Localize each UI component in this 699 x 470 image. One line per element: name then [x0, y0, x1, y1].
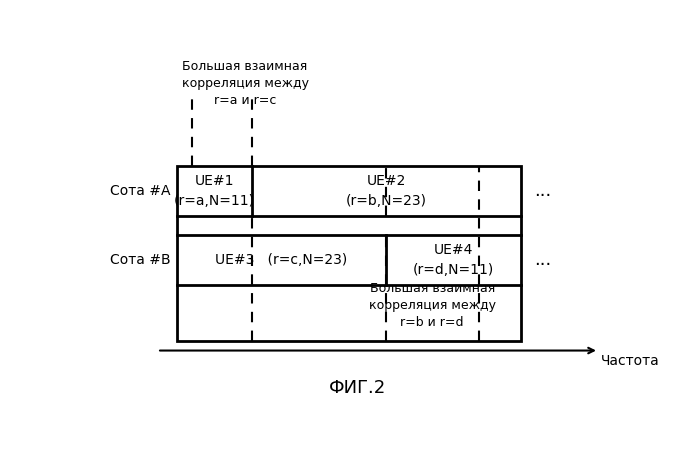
Text: UE#1
(r=a,N=11): UE#1 (r=a,N=11) — [173, 174, 254, 208]
Text: ...: ... — [535, 182, 552, 200]
Text: Частота: Частота — [600, 354, 659, 368]
Text: Большая взаимная
корреляция между
r=b и r=d: Большая взаимная корреляция между r=b и … — [369, 282, 496, 329]
Bar — [177, 166, 521, 341]
Text: ФИГ.2: ФИГ.2 — [329, 379, 387, 397]
Text: UE#3   (r=c,N=23): UE#3 (r=c,N=23) — [215, 253, 347, 267]
Text: Сота #А: Сота #А — [110, 184, 171, 198]
Text: UE#2
(r=b,N=23): UE#2 (r=b,N=23) — [346, 174, 427, 208]
Text: Большая взаимная
корреляция между
r=a и r=c: Большая взаимная корреляция между r=a и … — [182, 60, 308, 107]
Text: ...: ... — [535, 251, 552, 269]
Text: UE#4
(r=d,N=11): UE#4 (r=d,N=11) — [413, 243, 494, 277]
Text: Сота #В: Сота #В — [110, 253, 171, 267]
